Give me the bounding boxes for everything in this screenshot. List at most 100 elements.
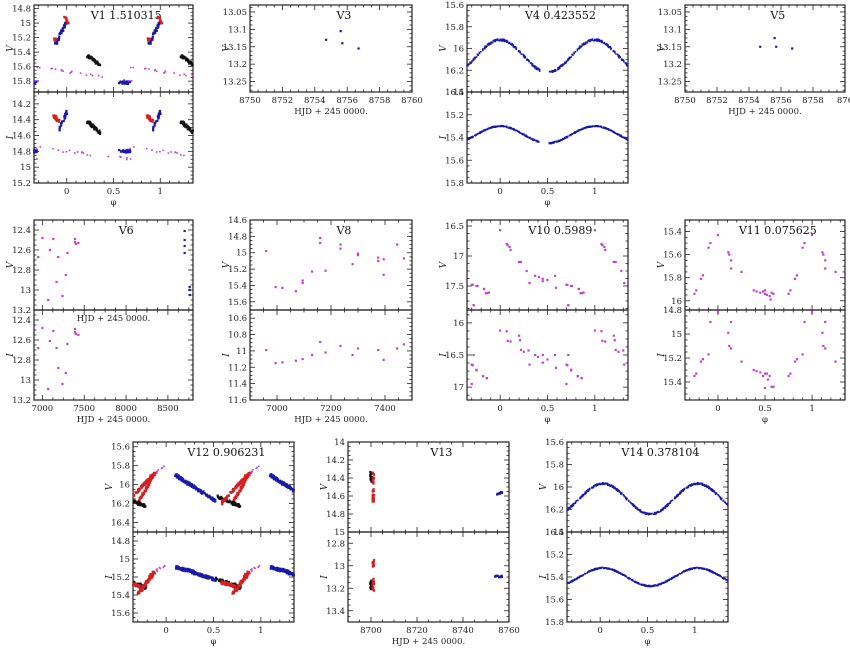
data-point (682, 490, 684, 492)
data-point (671, 499, 674, 502)
data-point (725, 502, 727, 505)
data-point (66, 342, 69, 346)
data-point (178, 568, 181, 571)
data-point (546, 358, 549, 361)
data-point (65, 109, 68, 113)
data-point (382, 358, 385, 362)
data-point (140, 504, 143, 507)
data-point (730, 259, 733, 262)
y-tick-label: 12.8 (12, 266, 31, 276)
data-point (152, 472, 155, 475)
data-point (177, 475, 181, 478)
data-point (236, 504, 239, 507)
y-axis-label: I (105, 575, 115, 580)
data-point (287, 485, 290, 489)
data-point (188, 568, 191, 571)
data-point (486, 128, 489, 131)
data-point (626, 138, 629, 141)
data-point (499, 38, 502, 41)
data-point (824, 267, 827, 270)
data-point (183, 567, 187, 571)
data-point (615, 132, 618, 135)
data-point (95, 129, 98, 132)
data-point (479, 51, 482, 53)
data-point (98, 129, 101, 132)
x-axis-label: HJD + 245 0000. (294, 107, 367, 117)
data-point (481, 130, 483, 133)
y-tick-label: 12.8 (12, 356, 31, 366)
data-point (57, 119, 60, 123)
data-point (520, 53, 523, 55)
data-point (50, 67, 53, 70)
data-point (149, 576, 152, 579)
data-point (206, 575, 209, 578)
y-tick-label: 15.6 (12, 63, 31, 73)
data-point (522, 350, 525, 353)
data-point (155, 471, 158, 474)
data-point (489, 42, 492, 45)
data-point (554, 286, 558, 289)
data-point (370, 580, 373, 583)
data-point (548, 141, 551, 144)
y-tick-label: 15.2 (111, 573, 130, 583)
panel-title: V11 0.075625 (738, 224, 817, 237)
data-point (787, 292, 790, 295)
data-point (139, 582, 142, 585)
data-point (351, 353, 354, 357)
x-tick-label: 1 (158, 187, 163, 197)
data-point (624, 62, 627, 64)
data-point (289, 573, 292, 576)
data-point (502, 125, 505, 128)
data-point (339, 30, 342, 33)
data-point (563, 61, 566, 64)
data-point (188, 129, 192, 132)
data-point (634, 507, 637, 510)
data-point (233, 497, 236, 500)
data-point (717, 494, 720, 497)
y-tick-label: 14.4 (12, 116, 31, 126)
data-point (252, 469, 254, 471)
data-point (183, 154, 185, 157)
data-point (377, 256, 380, 259)
axes-frame-V (249, 219, 413, 311)
data-point (212, 499, 215, 502)
x-tick-label: 8754 (304, 96, 326, 106)
data-point (371, 498, 374, 501)
y-tick-label: 17 (453, 383, 464, 393)
y-tick-label: 16.5 (445, 222, 464, 232)
data-point (482, 287, 486, 291)
data-point (536, 355, 540, 359)
x-axis-label: HJD + 245 0000. (77, 314, 150, 324)
data-point (604, 43, 607, 45)
data-point (481, 49, 484, 52)
data-point (370, 476, 373, 480)
data-point (821, 251, 824, 254)
data-point (143, 504, 146, 507)
data-point (243, 576, 246, 579)
data-point (485, 46, 487, 49)
data-point (467, 63, 470, 65)
data-point (200, 490, 203, 493)
data-point (503, 40, 506, 43)
data-point (765, 293, 768, 297)
data-point (156, 570, 158, 572)
data-point (559, 64, 562, 67)
data-point (93, 128, 96, 131)
data-point (54, 116, 57, 119)
y-tick-label: 14.8 (326, 510, 345, 520)
data-point (147, 482, 150, 486)
data-point (153, 124, 156, 127)
data-point (528, 281, 531, 285)
data-point (762, 290, 765, 293)
data-point (53, 37, 56, 40)
data-point (580, 377, 583, 380)
data-point (155, 70, 158, 72)
data-point (479, 132, 481, 134)
data-point (580, 292, 583, 295)
data-point (220, 500, 224, 503)
data-point (179, 56, 183, 59)
x-tick-label: 8000 (115, 404, 137, 414)
data-point (238, 582, 241, 585)
data-point (124, 80, 127, 83)
data-point (501, 38, 503, 41)
